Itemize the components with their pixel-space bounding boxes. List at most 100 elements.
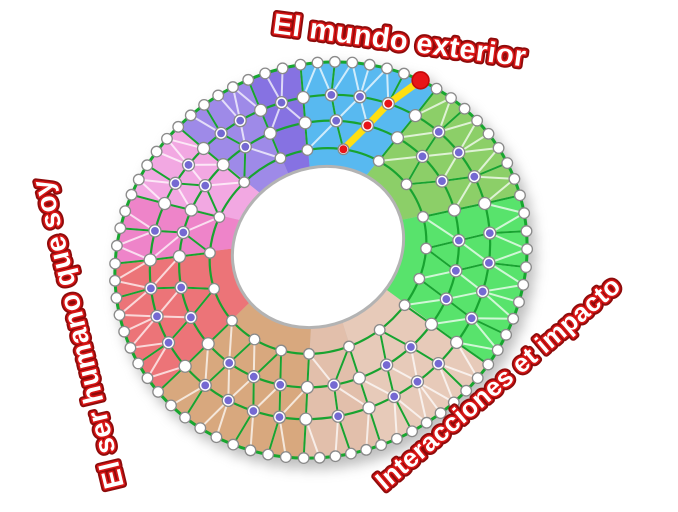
graph-node-purple-core[interactable] <box>249 407 258 415</box>
graph-node-white[interactable] <box>301 144 314 156</box>
graph-node-white[interactable] <box>244 444 257 457</box>
graph-node-white[interactable] <box>110 291 123 304</box>
graph-node-white[interactable] <box>276 62 289 75</box>
graph-node-white[interactable] <box>226 81 239 94</box>
graph-node-purple-core[interactable] <box>225 359 234 367</box>
graph-node-white[interactable] <box>450 335 464 350</box>
graph-node-white[interactable] <box>274 152 287 165</box>
graph-node-white[interactable] <box>124 341 137 354</box>
graph-node-purple-core[interactable] <box>275 413 284 422</box>
graph-node-white[interactable] <box>254 103 268 117</box>
graph-node-white[interactable] <box>445 92 457 104</box>
graph-node-white[interactable] <box>208 282 221 295</box>
graph-node-purple-core[interactable] <box>201 381 210 390</box>
graph-node-white[interactable] <box>406 425 419 438</box>
graph-node-white[interactable] <box>263 126 277 140</box>
selected-node-outer[interactable] <box>411 71 430 90</box>
graph-node-purple-core[interactable] <box>177 283 186 292</box>
graph-node-white[interactable] <box>118 325 131 338</box>
graph-node-purple-core[interactable] <box>332 116 341 125</box>
graph-node-purple-core[interactable] <box>467 314 476 323</box>
graph-node-white[interactable] <box>430 82 443 95</box>
graph-node-white[interactable] <box>184 109 197 122</box>
graph-node-white[interactable] <box>398 67 410 80</box>
graph-node-purple-core[interactable] <box>413 377 422 386</box>
graph-node-white[interactable] <box>507 312 520 325</box>
graph-node-white[interactable] <box>203 246 216 259</box>
graph-node-white[interactable] <box>420 416 433 429</box>
graph-node-white[interactable] <box>201 337 215 351</box>
graph-node-purple-core[interactable] <box>224 396 233 405</box>
graph-node-purple-core[interactable] <box>186 313 195 322</box>
graph-node-purple-core[interactable] <box>164 338 173 347</box>
graph-node-white[interactable] <box>213 211 226 223</box>
graph-node-purple-core[interactable] <box>236 116 245 125</box>
graph-node-purple-core[interactable] <box>478 287 487 296</box>
graph-node-white[interactable] <box>521 243 534 256</box>
graph-node-white[interactable] <box>157 196 172 211</box>
graph-node-purple-core[interactable] <box>330 381 338 389</box>
graph-node-white[interactable] <box>408 108 423 123</box>
graph-node-white[interactable] <box>227 438 240 451</box>
graph-node-purple-core[interactable] <box>356 92 364 101</box>
graph-node-white[interactable] <box>492 142 505 154</box>
graph-node-white[interactable] <box>508 172 521 185</box>
graph-node-purple-core[interactable] <box>334 412 343 421</box>
graph-node-white[interactable] <box>420 242 433 255</box>
graph-node-purple-core[interactable] <box>438 177 446 185</box>
graph-node-white[interactable] <box>471 114 484 127</box>
graph-node-white[interactable] <box>458 102 471 115</box>
graph-node-purple-core[interactable] <box>418 152 427 161</box>
graph-node-white[interactable] <box>179 411 192 424</box>
graph-node-purple-core[interactable] <box>179 228 188 237</box>
graph-node-white[interactable] <box>143 253 157 267</box>
graph-node-white[interactable] <box>178 359 192 373</box>
graph-node-white[interactable] <box>363 58 376 71</box>
sector-violeta-oscuro[interactable] <box>248 64 310 175</box>
graph-node-white[interactable] <box>500 328 513 341</box>
graph-node-white[interactable] <box>194 422 207 435</box>
graph-node-white[interactable] <box>491 344 504 357</box>
graph-node-purple-core[interactable] <box>327 90 336 99</box>
graph-node-purple-core[interactable] <box>277 98 286 107</box>
graph-node-white[interactable] <box>299 412 313 426</box>
graph-node-white[interactable] <box>372 155 385 167</box>
graph-node-white[interactable] <box>196 141 211 156</box>
graph-node-purple-core[interactable] <box>434 359 443 368</box>
graph-node-white[interactable] <box>373 323 386 336</box>
graph-node-purple-core[interactable] <box>184 161 193 169</box>
graph-node-white[interactable] <box>413 272 426 285</box>
graph-node-purple-core[interactable] <box>147 284 155 293</box>
graph-node-purple-core[interactable] <box>171 179 180 188</box>
graph-node-white[interactable] <box>345 447 357 460</box>
graph-node-white[interactable] <box>447 203 462 217</box>
graph-node-white[interactable] <box>297 452 310 465</box>
graph-node-white[interactable] <box>114 222 127 235</box>
graph-node-white[interactable] <box>482 127 495 140</box>
graph-node-white[interactable] <box>238 176 251 189</box>
graph-node-white[interactable] <box>262 448 275 461</box>
graph-node-white[interactable] <box>294 58 307 71</box>
graph-node-white[interactable] <box>352 371 366 385</box>
graph-node-white[interactable] <box>303 347 315 360</box>
graph-node-white[interactable] <box>212 89 225 102</box>
graph-node-white[interactable] <box>447 396 460 409</box>
graph-node-white[interactable] <box>125 188 138 201</box>
graph-node-purple-core[interactable] <box>276 380 285 389</box>
graph-node-purple-core[interactable] <box>454 148 463 157</box>
graph-node-white[interactable] <box>184 203 198 217</box>
graph-node-white[interactable] <box>346 56 359 69</box>
graph-node-purple-core[interactable] <box>434 127 443 136</box>
graph-node-white[interactable] <box>517 278 530 291</box>
graph-node-white[interactable] <box>198 98 211 111</box>
graph-node-white[interactable] <box>482 358 495 371</box>
graph-node-white[interactable] <box>296 90 310 105</box>
graph-node-white[interactable] <box>161 132 173 145</box>
graph-node-purple-core[interactable] <box>201 181 210 190</box>
graph-node-purple-core[interactable] <box>217 129 225 138</box>
graph-node-white[interactable] <box>110 239 123 252</box>
graph-node-white[interactable] <box>501 157 514 169</box>
graph-node-white[interactable] <box>313 451 326 464</box>
graph-node-purple-core[interactable] <box>241 142 250 151</box>
graph-node-white[interactable] <box>434 407 447 420</box>
